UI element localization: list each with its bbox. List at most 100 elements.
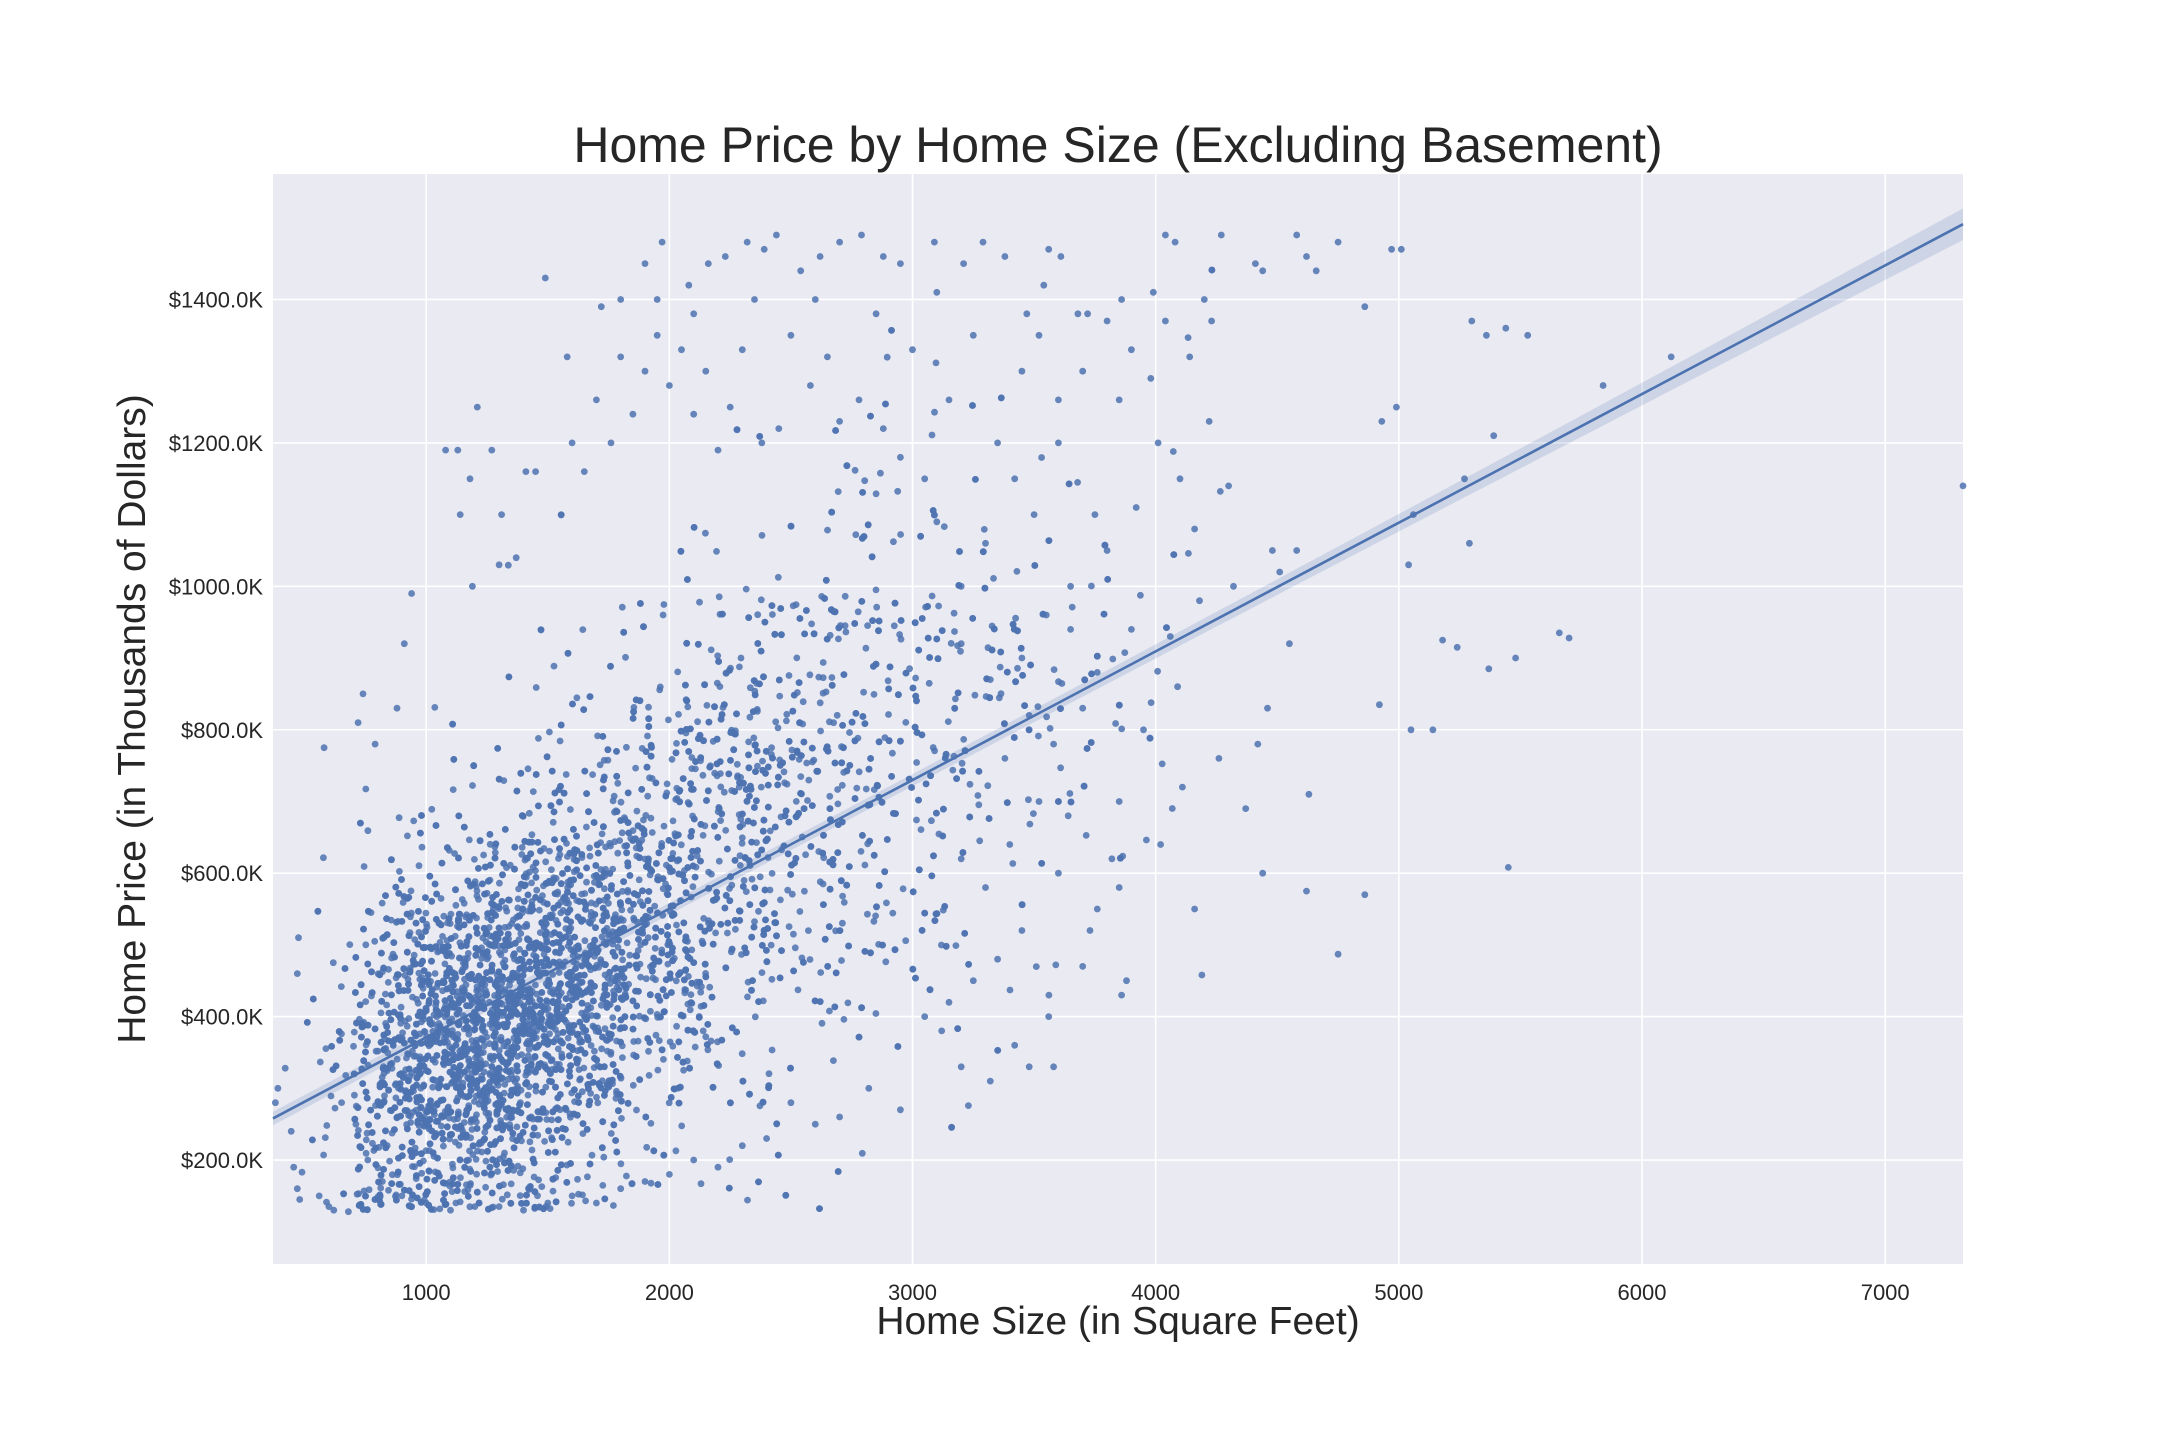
data-point xyxy=(545,1127,552,1135)
data-point xyxy=(573,1055,580,1063)
data-point xyxy=(404,832,411,840)
data-point xyxy=(676,1083,684,1091)
data-point xyxy=(640,816,647,824)
data-point xyxy=(685,748,693,755)
data-point xyxy=(548,1136,556,1143)
data-point xyxy=(664,923,671,930)
data-point xyxy=(527,850,535,858)
data-point xyxy=(452,1138,459,1146)
data-point xyxy=(590,997,597,1005)
data-point xyxy=(543,900,551,908)
data-point xyxy=(855,1033,863,1041)
data-point xyxy=(645,1072,653,1079)
data-point xyxy=(457,1174,464,1182)
data-point xyxy=(751,1013,759,1021)
data-point xyxy=(738,839,746,847)
data-point xyxy=(428,989,435,997)
data-point xyxy=(702,973,710,981)
data-point xyxy=(927,772,934,780)
data-point xyxy=(823,635,831,643)
data-point xyxy=(520,897,528,905)
data-point xyxy=(475,1140,483,1148)
data-point xyxy=(822,688,830,696)
data-point xyxy=(769,754,776,762)
data-point xyxy=(356,1001,364,1009)
data-point xyxy=(503,1191,511,1199)
data-point xyxy=(804,797,811,804)
data-point xyxy=(648,744,655,751)
data-point xyxy=(538,919,546,927)
data-point xyxy=(362,998,370,1005)
data-point xyxy=(864,622,871,629)
data-point xyxy=(510,950,518,958)
data-point xyxy=(376,1083,384,1091)
data-point xyxy=(660,601,668,608)
data-point xyxy=(434,1154,441,1162)
data-point xyxy=(750,819,757,827)
data-point xyxy=(496,1182,503,1190)
data-point xyxy=(466,1062,473,1070)
data-point xyxy=(466,1181,474,1189)
data-point xyxy=(586,1160,594,1168)
data-point xyxy=(695,1014,703,1021)
data-point xyxy=(694,718,701,726)
data-point xyxy=(724,845,731,853)
data-point xyxy=(567,1160,574,1167)
data-point xyxy=(935,602,942,610)
data-point xyxy=(839,722,846,729)
data-point xyxy=(463,1131,470,1139)
data-point xyxy=(491,1043,499,1051)
data-point xyxy=(625,961,633,969)
data-point xyxy=(524,891,532,899)
data-point xyxy=(545,976,552,984)
data-point xyxy=(981,584,989,592)
data-point xyxy=(711,822,718,830)
data-point xyxy=(787,871,794,878)
data-point xyxy=(414,1012,422,1020)
data-point xyxy=(726,1156,734,1163)
data-point xyxy=(429,1076,437,1083)
data-point xyxy=(544,982,552,990)
data-point xyxy=(434,1117,441,1125)
data-point xyxy=(481,1169,488,1177)
data-point xyxy=(481,890,488,898)
data-point xyxy=(785,672,793,679)
data-point xyxy=(480,924,488,932)
data-point xyxy=(354,1104,362,1111)
data-point xyxy=(498,1195,506,1203)
data-point xyxy=(645,703,652,711)
data-point xyxy=(749,977,756,984)
data-point xyxy=(526,1138,534,1146)
data-point xyxy=(841,592,849,600)
data-point xyxy=(810,630,818,638)
data-point xyxy=(566,1052,573,1060)
data-point xyxy=(559,1029,567,1036)
data-point xyxy=(624,789,632,797)
data-point xyxy=(754,640,762,647)
data-point xyxy=(722,891,730,899)
data-point xyxy=(489,894,497,901)
data-point xyxy=(532,771,540,778)
data-point xyxy=(615,936,622,944)
data-point xyxy=(828,508,836,516)
data-point xyxy=(640,830,648,838)
data-point xyxy=(454,1054,462,1062)
data-point xyxy=(897,617,905,624)
data-point xyxy=(637,600,644,607)
data-point xyxy=(376,971,384,979)
data-point xyxy=(793,654,801,662)
data-point xyxy=(1118,725,1126,733)
data-point xyxy=(866,837,873,845)
data-point xyxy=(615,986,623,994)
data-point xyxy=(399,1029,406,1037)
data-point xyxy=(558,1134,566,1141)
data-point xyxy=(413,1098,421,1106)
data-point xyxy=(566,906,574,914)
data-point xyxy=(357,981,365,989)
data-point xyxy=(1158,760,1166,768)
data-point xyxy=(385,1037,392,1045)
data-point xyxy=(718,1036,726,1044)
data-point xyxy=(651,902,659,910)
data-point xyxy=(687,832,695,840)
data-point xyxy=(641,1014,648,1022)
